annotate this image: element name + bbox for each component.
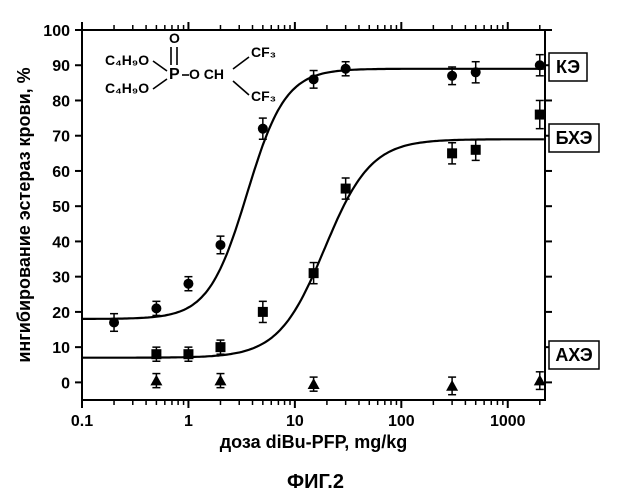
- svg-text:50: 50: [52, 199, 70, 216]
- svg-text:30: 30: [52, 270, 70, 287]
- figure-caption: ФИГ.2: [0, 471, 631, 494]
- svg-text:БХЭ: БХЭ: [556, 128, 593, 148]
- svg-text:P: P: [169, 66, 180, 83]
- svg-text:100: 100: [43, 23, 70, 40]
- svg-text:O CH: O CH: [189, 66, 224, 82]
- svg-text:1000: 1000: [490, 413, 526, 430]
- svg-text:20: 20: [52, 305, 70, 322]
- svg-text:40: 40: [52, 234, 70, 251]
- svg-text:0.1: 0.1: [71, 413, 93, 430]
- svg-text:АХЭ: АХЭ: [555, 345, 593, 365]
- svg-text:80: 80: [52, 93, 70, 110]
- svg-text:доза diBu-PFP, mg/kg: доза diBu-PFP, mg/kg: [220, 432, 408, 452]
- svg-text:C₄H₉O: C₄H₉O: [105, 80, 149, 96]
- chart-svg: 0 10 20 30 40 50 60 70 80 90 100 0.1 1 10 100 1000 доза …: [0, 0, 631, 460]
- svg-text:1: 1: [184, 413, 193, 430]
- chem-structure: C₄H₉O C₄H₉O P O O CH CF₃ CF₃: [105, 30, 276, 104]
- svg-text:O: O: [169, 30, 180, 46]
- svg-text:ингибирование эстераз крови, %: ингибирование эстераз крови, %: [14, 67, 34, 362]
- chart-container: { "chart": { "type": "scatter-line-doser…: [0, 0, 631, 500]
- svg-text:10: 10: [52, 340, 70, 357]
- svg-text:10: 10: [286, 413, 304, 430]
- svg-text:70: 70: [52, 129, 70, 146]
- svg-text:0: 0: [61, 375, 70, 392]
- svg-text:90: 90: [52, 58, 70, 75]
- svg-text:КЭ: КЭ: [556, 57, 580, 77]
- svg-text:C₄H₉O: C₄H₉O: [105, 52, 149, 68]
- svg-text:CF₃: CF₃: [251, 44, 276, 60]
- svg-text:100: 100: [388, 413, 415, 430]
- svg-text:60: 60: [52, 164, 70, 181]
- svg-text:CF₃: CF₃: [251, 88, 276, 104]
